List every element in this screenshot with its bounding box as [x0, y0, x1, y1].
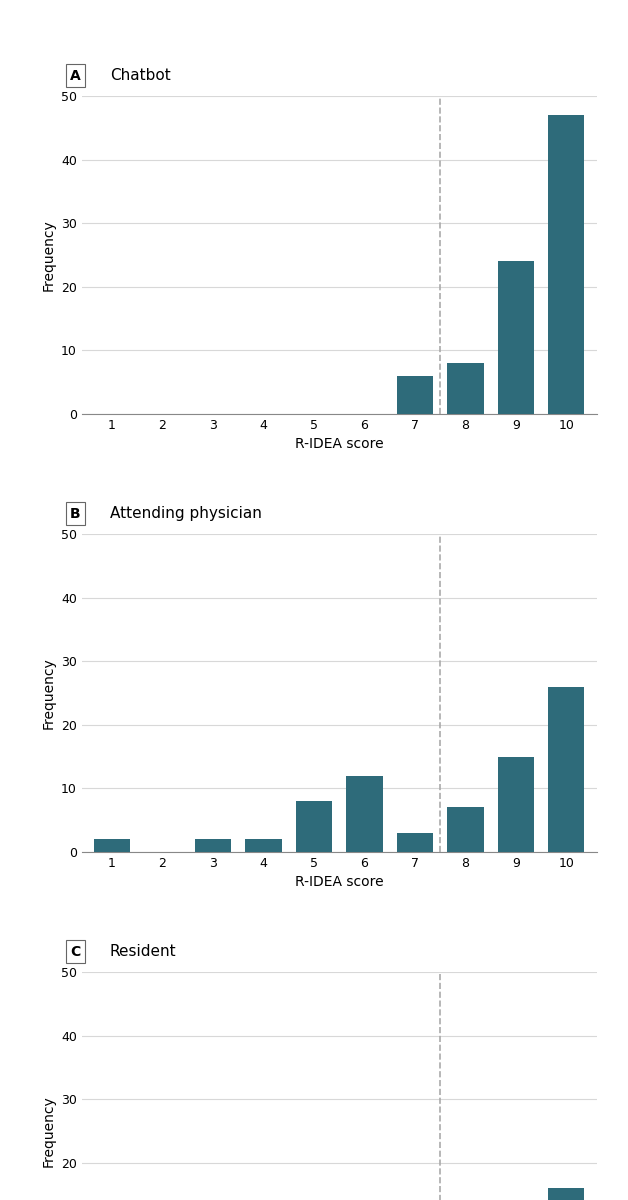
- Y-axis label: Frequency: Frequency: [41, 658, 55, 728]
- Bar: [447, 364, 484, 414]
- Bar: [195, 839, 231, 852]
- Bar: [497, 262, 534, 414]
- Text: Resident: Resident: [110, 944, 176, 959]
- Bar: [548, 115, 585, 414]
- Bar: [497, 757, 534, 852]
- Text: C: C: [70, 944, 80, 959]
- Bar: [397, 376, 433, 414]
- X-axis label: R-IDEA score: R-IDEA score: [295, 438, 384, 451]
- Text: Chatbot: Chatbot: [110, 68, 171, 83]
- Bar: [397, 833, 433, 852]
- Text: Attending physician: Attending physician: [110, 506, 262, 521]
- Text: B: B: [70, 506, 80, 521]
- Bar: [548, 686, 585, 852]
- X-axis label: R-IDEA score: R-IDEA score: [295, 876, 384, 889]
- Bar: [548, 1188, 585, 1200]
- Bar: [447, 808, 484, 852]
- Y-axis label: Frequency: Frequency: [41, 220, 55, 290]
- Bar: [94, 839, 130, 852]
- Bar: [245, 839, 281, 852]
- Y-axis label: Frequency: Frequency: [41, 1096, 55, 1166]
- Bar: [346, 775, 382, 852]
- Bar: [296, 802, 332, 852]
- Text: A: A: [70, 68, 81, 83]
